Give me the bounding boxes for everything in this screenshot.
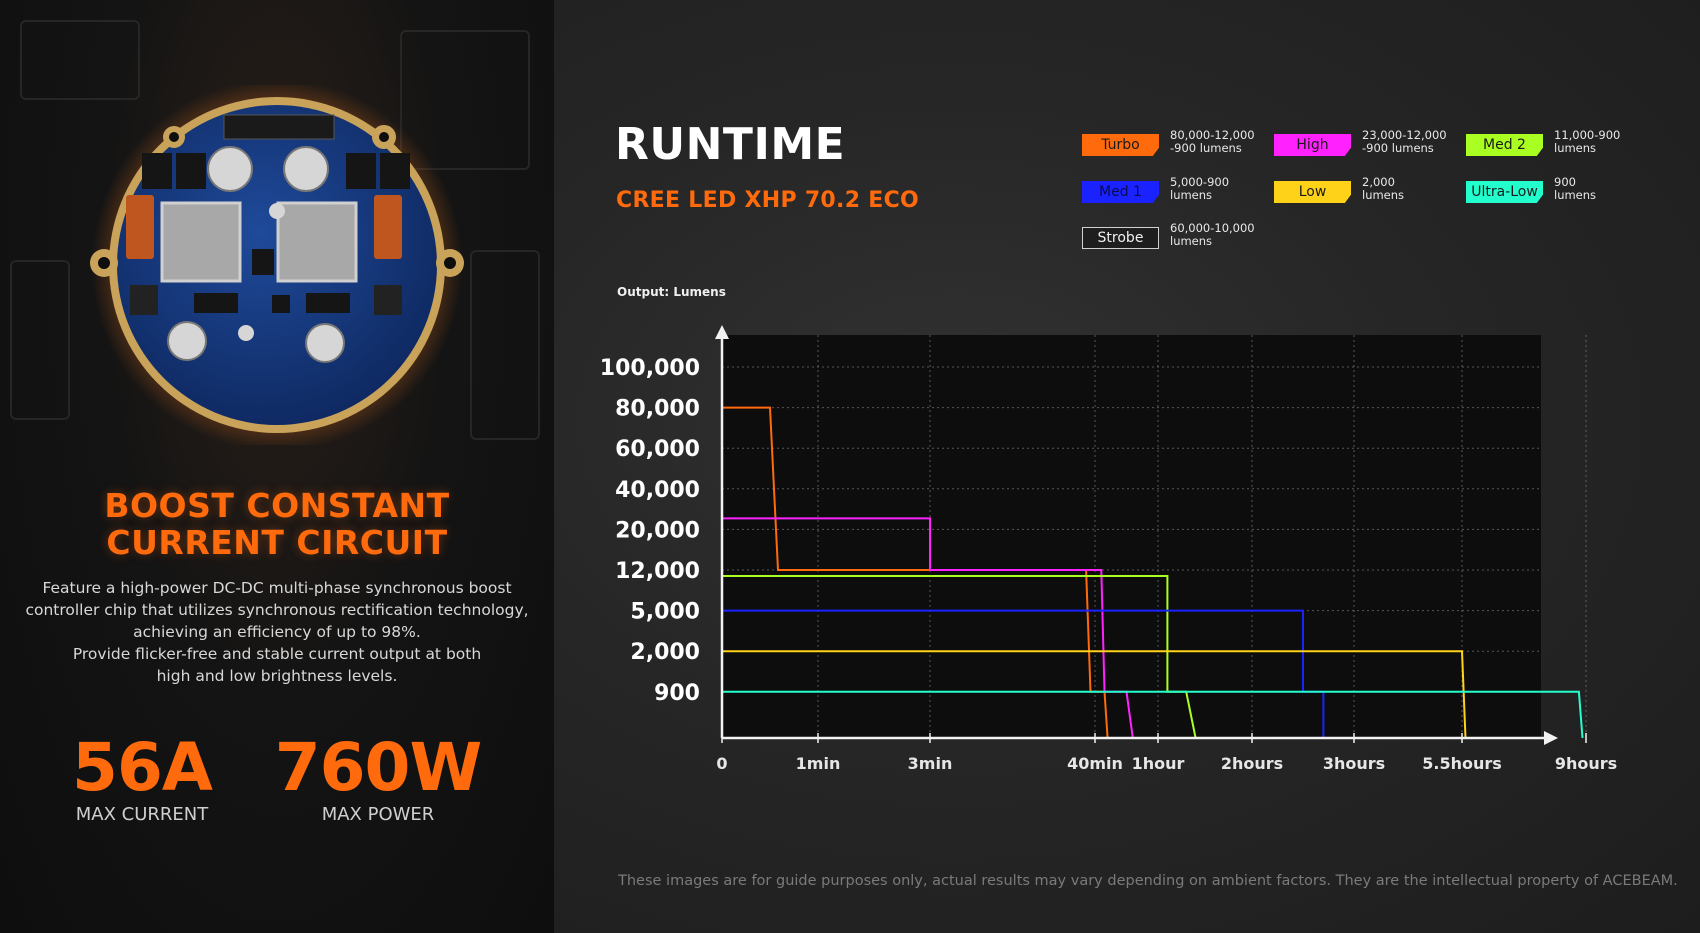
x-tick-label: 1hour <box>1132 754 1185 773</box>
y-tick-label: 900 <box>654 681 700 706</box>
y-tick-label: 5,000 <box>630 600 700 625</box>
stat-max-current: 56A MAX CURRENT <box>62 733 222 827</box>
y-tick-label: 40,000 <box>615 478 700 503</box>
circuit-description: Feature a high-power DC-DC multi-phase s… <box>25 579 529 685</box>
runtime-title: RUNTIME <box>615 119 846 170</box>
stat-value: 760W <box>274 729 483 806</box>
legend-lumens: 80,000-12,000 -900 lumens <box>1170 128 1255 155</box>
x-tick-label: 1min <box>796 754 841 773</box>
stat-value: 56A <box>72 729 213 806</box>
y-tick-label: 2,000 <box>630 640 700 665</box>
legend-badge: Strobe <box>1082 227 1159 249</box>
y-tick-labels: 900 2,000 5,000 12,000 20,000 40,000 60,000 80,… <box>600 356 700 706</box>
x-tick-label: 9hours <box>1555 754 1617 773</box>
y-tick-label: 80,000 <box>615 397 700 422</box>
legend-badge: Med 2 <box>1466 134 1543 156</box>
y-tick-label: 60,000 <box>615 437 700 462</box>
y-tick-label: 12,000 <box>615 559 700 584</box>
runtime-panel: 900 2,000 5,000 12,000 20,000 40,000 60,000 80,… <box>554 0 1700 933</box>
legend-lumens: 2,000 lumens <box>1362 175 1405 202</box>
axes <box>715 325 1587 745</box>
x-tick-label: 0 <box>716 754 727 773</box>
x-tick-label: 2hours <box>1221 754 1283 773</box>
x-tick-label: 40min <box>1067 754 1123 773</box>
legend-lumens: 11,000-900 lumens <box>1554 128 1621 155</box>
legend-lumens: 900 lumens <box>1554 175 1597 202</box>
legend-badge: Med 1 <box>1082 181 1159 203</box>
pcb-trace-decoration <box>400 30 530 170</box>
runtime-chart: 900 2,000 5,000 12,000 20,000 40,000 60,000 80,… <box>600 325 1617 773</box>
legend-badge: Turbo <box>1082 134 1159 156</box>
legend-badge: High <box>1274 134 1351 156</box>
legend-badge: Ultra-Low <box>1466 181 1543 203</box>
x-tick-label: 3hours <box>1323 754 1385 773</box>
y-axis-arrow <box>715 325 729 339</box>
y-axis-label: Output: Lumens <box>617 285 726 299</box>
x-tick-labels: 0 1min 3min 40min 1hour 2hours 3hours 5.5hours 9… <box>716 754 1617 773</box>
pcb-trace-decoration <box>10 260 70 420</box>
footer-disclaimer: These images are for guide purposes only… <box>618 873 1678 889</box>
plot-background <box>722 335 1541 738</box>
circuit-panel: BOOST CONSTANT CURRENT CIRCUIT Feature a… <box>0 0 554 933</box>
y-tick-label: 20,000 <box>615 518 700 543</box>
plot-area-group <box>722 335 1541 738</box>
pcb-trace-decoration <box>20 20 140 100</box>
legend-lumens: 5,000-900 lumens <box>1170 175 1230 202</box>
circuit-board-illustration <box>90 85 464 445</box>
y-tick-label: 100,000 <box>600 356 700 381</box>
legend-lumens: 60,000-10,000 lumens <box>1170 221 1255 248</box>
series-line-low <box>722 650 1467 739</box>
x-tick-label: 3min <box>908 754 953 773</box>
series-line-ultra-low <box>722 690 1584 739</box>
series-lines <box>722 406 1584 739</box>
circuit-title: BOOST CONSTANT CURRENT CIRCUIT <box>104 486 450 562</box>
runtime-subtitle: CREE LED XHP 70.2 ECO <box>616 188 920 213</box>
pcb-trace-decoration <box>470 250 540 440</box>
x-tick-label: 5.5hours <box>1422 754 1502 773</box>
stat-label: MAX POWER <box>321 804 435 825</box>
legend-badge: Low <box>1274 181 1351 203</box>
legend-lumens: 23,000-12,000 -900 lumens <box>1362 128 1447 155</box>
stat-max-power: 760W MAX POWER <box>268 733 488 827</box>
circuit-board-image <box>84 85 470 445</box>
stat-label: MAX CURRENT <box>75 804 209 825</box>
x-axis-arrow <box>1544 731 1558 745</box>
